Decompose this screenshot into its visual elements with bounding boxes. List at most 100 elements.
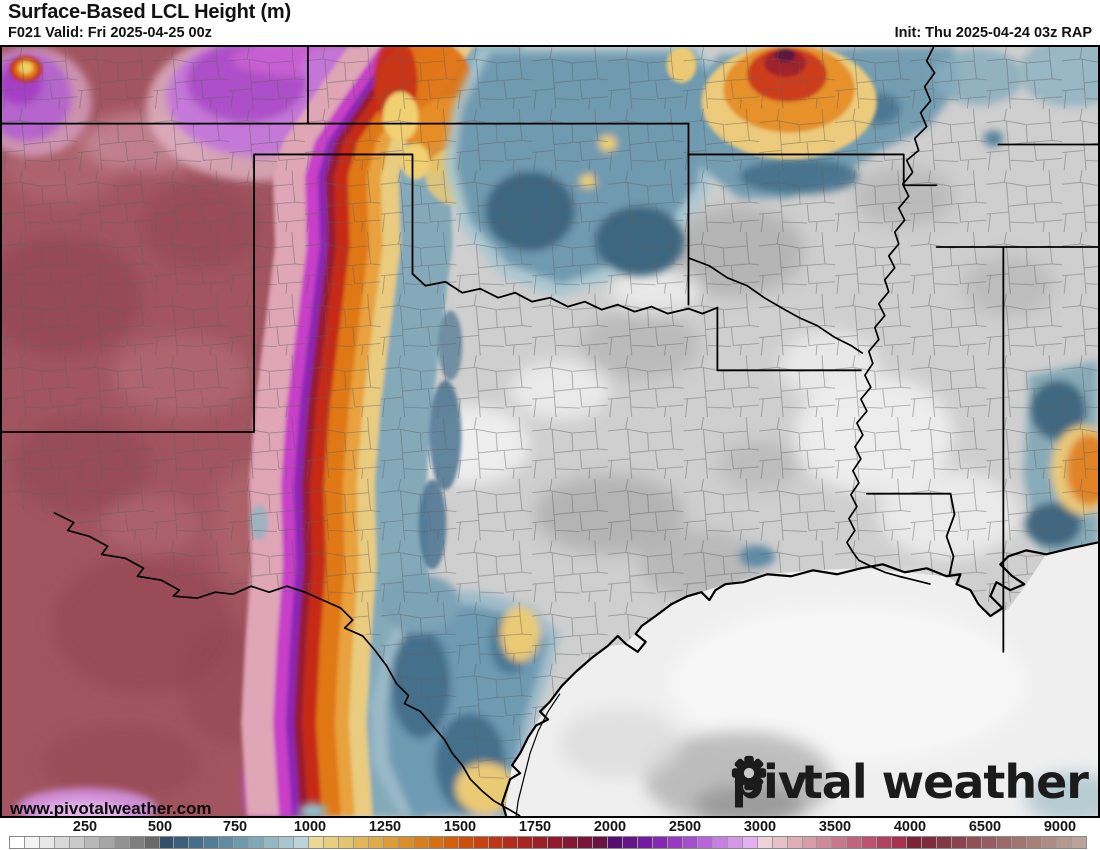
map-canvas: www.pivotalweather.com piv tal weather (0, 45, 1100, 818)
colorbar-tick-750: 750 (222, 819, 248, 835)
colorbar-tick-3500: 3500 (818, 819, 852, 835)
colorbar-cell (533, 837, 549, 848)
colorbar-cell (952, 837, 967, 848)
red-river-border (411, 272, 719, 315)
colorbar-cell (204, 837, 220, 848)
watermark: www.pivotalweather.com (10, 799, 212, 818)
colorbar-cell (54, 837, 70, 848)
mississippi-river (846, 47, 936, 586)
colorbar-cell (84, 837, 100, 848)
colorbar-tick-9000: 9000 (1043, 819, 1077, 835)
colorbar-cell (922, 837, 938, 848)
lcl-height-map (2, 47, 1098, 816)
colorbar-cell (697, 837, 713, 848)
colorbar-cell (69, 837, 85, 848)
colorbar-tick-labels: 250 500 750 1000 1250 1500 1750 2000 2500 3000 350… (0, 819, 1100, 835)
colorbar-cell (742, 837, 758, 848)
colorbar-cell (757, 837, 773, 848)
colorbar-cell (548, 837, 564, 848)
rivers (53, 47, 936, 816)
model-init-time: Init: Thu 2025-04-24 03z RAP (894, 25, 1092, 41)
colorbar-cell (129, 837, 145, 848)
colorbar-tick-6500: 6500 (968, 819, 1002, 835)
colorbar-legend: 250 500 750 1000 1250 1500 1750 2000 2500 3000 350… (0, 818, 1100, 850)
colorbar-cell (847, 837, 863, 848)
logo-text-tal: tal (800, 755, 868, 809)
colorbar-cell (324, 837, 339, 848)
colorbar-cell (1041, 837, 1057, 848)
colorbar-cell (877, 837, 893, 848)
colorbar-cell (608, 837, 624, 848)
colorbar-cell (832, 837, 848, 848)
colorbar-cell (368, 837, 384, 848)
header: Surface-Based LCL Height (m) F021 Valid:… (0, 0, 1100, 45)
colorbar-cell (473, 837, 489, 848)
colorbar-cell (413, 837, 429, 848)
colorbar-cell (428, 837, 444, 848)
colorbar-cell (458, 837, 474, 848)
logo-text-weather: weather (881, 755, 1089, 809)
colorbar-cell (279, 837, 295, 848)
colorbar-cell (907, 837, 923, 848)
colorbar-cell (1026, 837, 1042, 848)
colorbar-cell (503, 837, 519, 848)
colorbar-swatches (9, 836, 1087, 849)
colorbar-tick-1000: 1000 (293, 819, 327, 835)
pivotal-weather-logo: piv tal weather (731, 755, 1089, 809)
colorbar-cell (144, 837, 160, 848)
colorbar-cell (39, 837, 55, 848)
colorbar-cell (638, 837, 653, 848)
colorbar-cell (996, 837, 1012, 848)
colorbar-cell (234, 837, 250, 848)
colorbar-cell (937, 837, 953, 848)
colorbar-cell (817, 837, 833, 848)
colorbar-tick-1500: 1500 (443, 819, 477, 835)
colorbar-cell (383, 837, 399, 848)
colorbar-cell (593, 837, 609, 848)
colorbar-cell (99, 837, 115, 848)
colorbar-tick-2500: 2500 (668, 819, 702, 835)
colorbar-cell (174, 837, 190, 848)
colorbar-cell (667, 837, 683, 848)
colorbar-cell (10, 837, 25, 848)
forecast-valid-time: F021 Valid: Fri 2025-04-25 00z (8, 25, 212, 41)
gulf-coastline (501, 541, 1098, 816)
page-title: Surface-Based LCL Height (m) (8, 1, 291, 23)
colorbar-cell (682, 837, 698, 848)
colorbar-cell (652, 837, 668, 848)
colorbar-cell (563, 837, 579, 848)
colorbar-tick-1750: 1750 (518, 819, 552, 835)
colorbar-tick-250: 250 (72, 819, 98, 835)
colorbar-cell (892, 837, 908, 848)
colorbar-cell (981, 837, 997, 848)
colorbar-cell (264, 837, 280, 848)
colorbar-cell (488, 837, 504, 848)
colorbar-cell (967, 837, 982, 848)
gulf-of-mexico (506, 542, 1098, 816)
colorbar-cell (862, 837, 878, 848)
colorbar-cell (518, 837, 534, 848)
colorbar-cell (772, 837, 788, 848)
colorbar-cell (249, 837, 265, 848)
barrier-islands (515, 693, 561, 816)
colorbar-cell (578, 837, 594, 848)
colorbar-cell (24, 837, 40, 848)
colorbar-cell (1071, 837, 1086, 848)
colorbar-tick-2000: 2000 (593, 819, 627, 835)
state-borders (2, 47, 1098, 653)
colorbar-cell (787, 837, 803, 848)
colorbar-cell (294, 837, 310, 848)
colorbar-cell (1011, 837, 1027, 848)
colorbar-cell (189, 837, 205, 848)
colorbar-tick-3000: 3000 (743, 819, 777, 835)
colorbar-cell (338, 837, 354, 848)
colorbar-cell (398, 837, 414, 848)
colorbar-cell (353, 837, 369, 848)
colorbar-tick-1250: 1250 (368, 819, 402, 835)
colorbar-cell (802, 837, 818, 848)
rio-grande-river (53, 511, 521, 816)
colorbar-tick-500: 500 (147, 819, 173, 835)
colorbar-cell (712, 837, 728, 848)
colorbar-cell (1056, 837, 1072, 848)
colorbar-cell (114, 837, 130, 848)
